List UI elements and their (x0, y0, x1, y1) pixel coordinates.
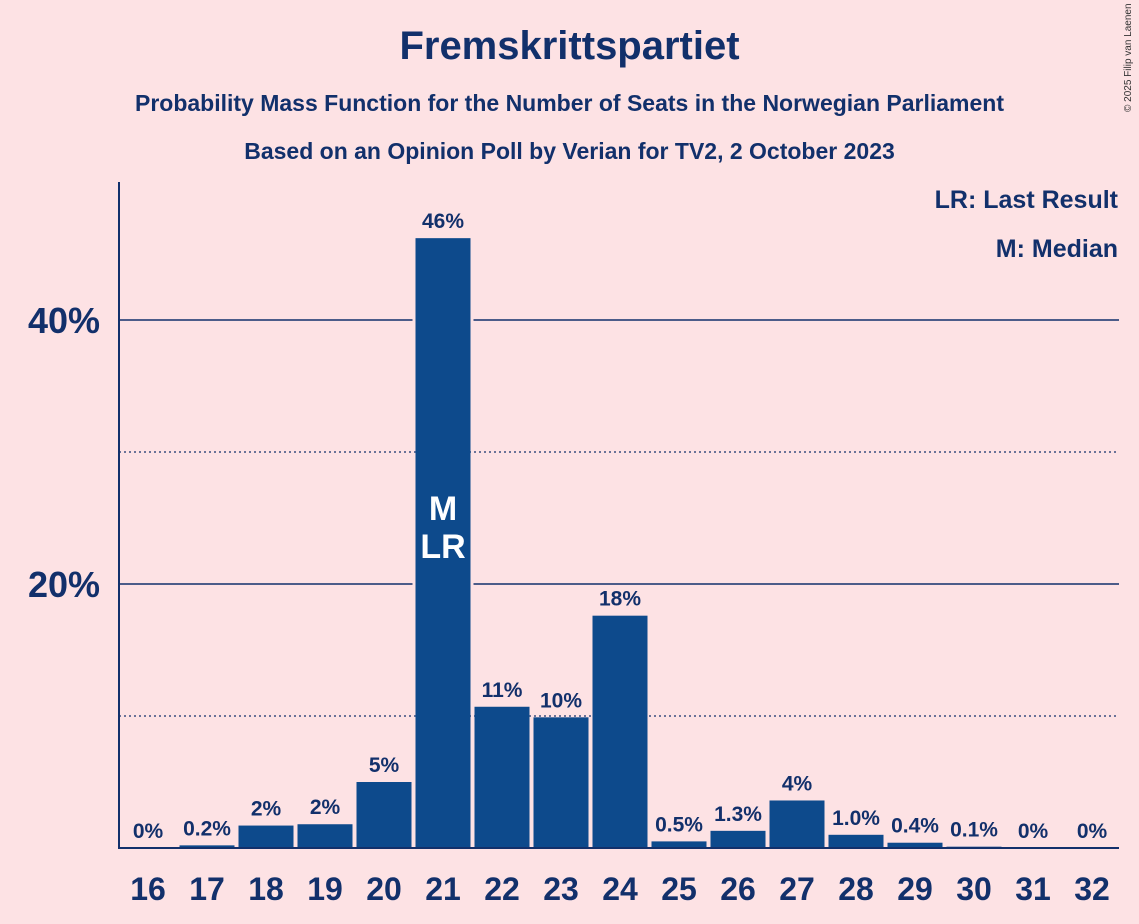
value-label-32: 0% (1077, 820, 1108, 843)
x-tick-23: 23 (543, 871, 579, 907)
x-tick-25: 25 (661, 871, 697, 907)
bar-seat-19 (297, 824, 353, 848)
x-tick-31: 31 (1015, 871, 1051, 907)
bar-seat-22 (474, 706, 530, 848)
x-tick-29: 29 (897, 871, 933, 907)
bar-seat-28 (828, 834, 884, 848)
value-labels: 0% 0.2% 2% 2% 5% 46% 11% 10% 18% 0.5% 1.3% 4% 1.0% 0.… (133, 210, 1108, 843)
bar-annotation-lr: LR (420, 528, 465, 566)
bars (179, 238, 1002, 848)
bar-seat-26 (710, 830, 766, 848)
legend-median: M: Median (996, 235, 1118, 263)
chart-title: Fremskrittspartiet (399, 24, 740, 68)
gridline-gap (470, 582, 474, 586)
bar-annotation-m: M (429, 490, 457, 528)
value-label-19: 2% (310, 796, 341, 819)
gridline-gap (470, 318, 474, 322)
x-tick-16: 16 (130, 871, 166, 907)
y-tick-labels: 20% 40% (28, 300, 100, 605)
value-label-31: 0% (1018, 820, 1049, 843)
x-tick-30: 30 (956, 871, 992, 907)
bar-seat-24 (592, 615, 648, 848)
x-tick-28: 28 (838, 871, 874, 907)
x-tick-24: 24 (602, 871, 638, 907)
x-tick-27: 27 (779, 871, 815, 907)
bar-seat-23 (533, 717, 589, 848)
gridline-gap (412, 318, 416, 322)
value-label-29: 0.4% (891, 815, 939, 838)
value-label-23: 10% (540, 689, 582, 712)
x-tick-labels: 16 17 18 19 20 21 22 23 24 25 26 27 28 29 30 31 32 (130, 871, 1110, 907)
value-label-16: 0% (133, 820, 164, 843)
x-tick-17: 17 (189, 871, 225, 907)
chart-subtitle: Probability Mass Function for the Number… (134, 90, 1005, 116)
value-label-30: 0.1% (950, 819, 998, 842)
bar-seat-20 (356, 782, 412, 848)
value-label-20: 5% (369, 754, 400, 777)
value-label-27: 4% (782, 772, 813, 795)
value-label-21: 46% (422, 210, 464, 233)
bar-seat-27 (769, 800, 825, 848)
x-tick-20: 20 (366, 871, 402, 907)
value-label-24: 18% (599, 588, 641, 611)
x-tick-19: 19 (307, 871, 343, 907)
value-label-28: 1.0% (832, 807, 880, 830)
chart-source: Based on an Opinion Poll by Verian for T… (244, 138, 895, 164)
value-label-25: 0.5% (655, 813, 703, 836)
bar-annotations: MLR (420, 490, 465, 566)
bar-seat-18 (238, 825, 294, 848)
value-label-26: 1.3% (714, 803, 762, 826)
bar-seat-29 (887, 842, 943, 848)
x-tick-32: 32 (1074, 871, 1110, 907)
value-label-17: 0.2% (183, 817, 231, 840)
y-tick-20: 20% (28, 564, 100, 605)
gridline-gap (412, 582, 416, 586)
x-tick-26: 26 (720, 871, 756, 907)
x-tick-21: 21 (425, 871, 461, 907)
bar-seat-17 (179, 845, 235, 848)
x-tick-22: 22 (484, 871, 520, 907)
bar-seat-25 (651, 841, 707, 848)
value-label-22: 11% (482, 679, 523, 702)
value-label-18: 2% (251, 798, 282, 821)
bar-seat-21 (415, 238, 471, 848)
y-tick-40: 40% (28, 300, 100, 341)
legend-last-result: LR: Last Result (935, 186, 1119, 214)
x-tick-18: 18 (248, 871, 284, 907)
